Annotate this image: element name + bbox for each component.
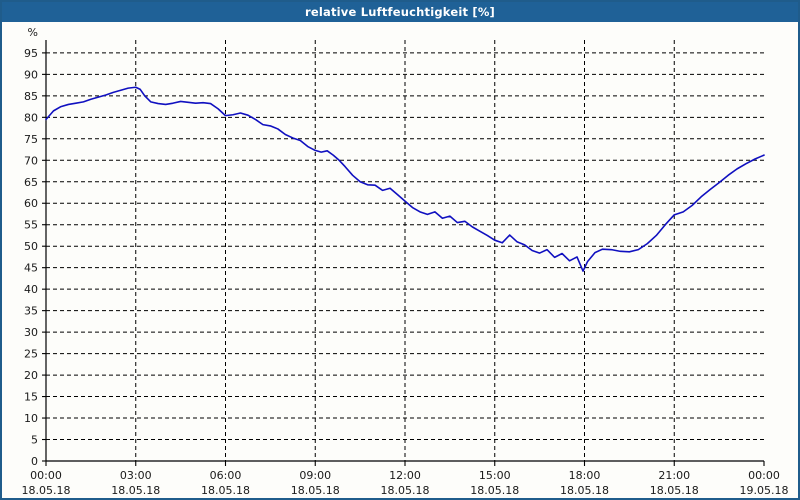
x-tick-label-date: 18.05.18: [201, 484, 250, 497]
y-axis-labels: 0 5 10 15 20 25 30 35 40 45 50 55 60 65 70 75 80 85 90 95: [24, 47, 38, 468]
x-tick-label-time: 03:00: [120, 469, 152, 482]
y-tick-label: 75: [24, 133, 38, 146]
y-tick-label: 80: [24, 111, 38, 124]
y-tick-label: 85: [24, 90, 38, 103]
x-tick-label-time: 21:00: [658, 469, 690, 482]
x-tick-label-date: 18.05.18: [111, 484, 160, 497]
y-tick-label: 0: [31, 455, 38, 468]
x-tick-label-time: 15:00: [479, 469, 511, 482]
x-tick-label-date: 18.05.18: [22, 484, 71, 497]
x-tick-label-date: 18.05.18: [470, 484, 519, 497]
x-tick-label-date: 18.05.18: [291, 484, 340, 497]
x-tick-label-time: 06:00: [210, 469, 242, 482]
y-tick-label: 55: [24, 219, 38, 232]
y-tick-label: 95: [24, 47, 38, 60]
y-tick-label: 10: [24, 412, 38, 425]
x-tick-label-date: 18.05.18: [381, 484, 430, 497]
x-tick-label-time: 00:00: [748, 469, 780, 482]
axis-lines: [45, 40, 764, 462]
x-tick-label-time: 18:00: [569, 469, 601, 482]
y-tick-label: 50: [24, 240, 38, 253]
y-tick-label: 20: [24, 369, 38, 382]
y-axis-ticks: [42, 52, 46, 462]
x-axis-labels: 00:00 18.05.18 03:00 18.05.18 06:00 18.05.18 0…: [22, 469, 789, 497]
y-tick-label: 15: [24, 391, 38, 404]
y-tick-label: 70: [24, 154, 38, 167]
x-tick-label-date: 19.05.18: [740, 484, 789, 497]
y-tick-label: 45: [24, 262, 38, 275]
x-tick-label-date: 18.05.18: [560, 484, 609, 497]
x-tick-label-time: 12:00: [389, 469, 421, 482]
y-tick-label: 5: [31, 434, 38, 447]
x-axis-ticks: [45, 461, 765, 466]
y-tick-label: 90: [24, 68, 38, 81]
x-tick-label-date: 18.05.18: [650, 484, 699, 497]
y-tick-label: 35: [24, 305, 38, 318]
x-tick-label-time: 09:00: [299, 469, 331, 482]
window-title-bar: relative Luftfeuchtigkeit [%]: [2, 2, 798, 22]
page-title: relative Luftfeuchtigkeit [%]: [304, 5, 495, 19]
y-tick-label: 30: [24, 326, 38, 339]
y-tick-label: 60: [24, 197, 38, 210]
y-tick-label: 40: [24, 283, 38, 296]
humidity-series-line: [45, 86, 765, 272]
humidity-line-chart: % 0 5 10 15 20 25 30 35 40 45 50 55 60 65 70 75 80 85 90 95…: [22, 26, 789, 497]
y-axis-unit-label: %: [28, 26, 38, 39]
x-tick-label-time: 00:00: [30, 469, 62, 482]
y-tick-label: 65: [24, 176, 38, 189]
y-tick-label: 25: [24, 348, 38, 361]
plot-area-container: % 0 5 10 15 20 25 30 35 40 45 50 55 60 65 70 75 80 85 90 95…: [2, 24, 798, 498]
grid-lines: [46, 40, 764, 461]
